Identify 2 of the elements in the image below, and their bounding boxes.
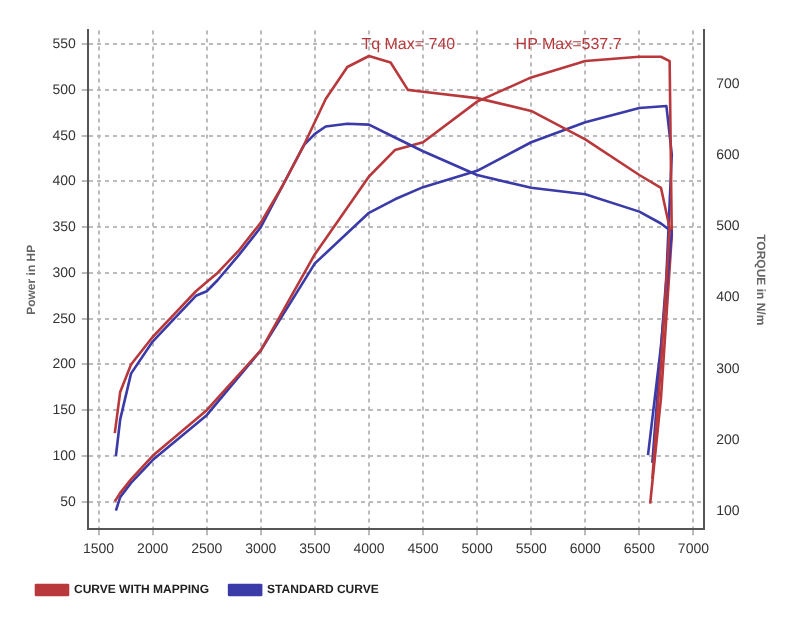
annotation: HP Max=537.7: [515, 34, 623, 53]
annotation: Tq Max= 740: [361, 34, 457, 53]
